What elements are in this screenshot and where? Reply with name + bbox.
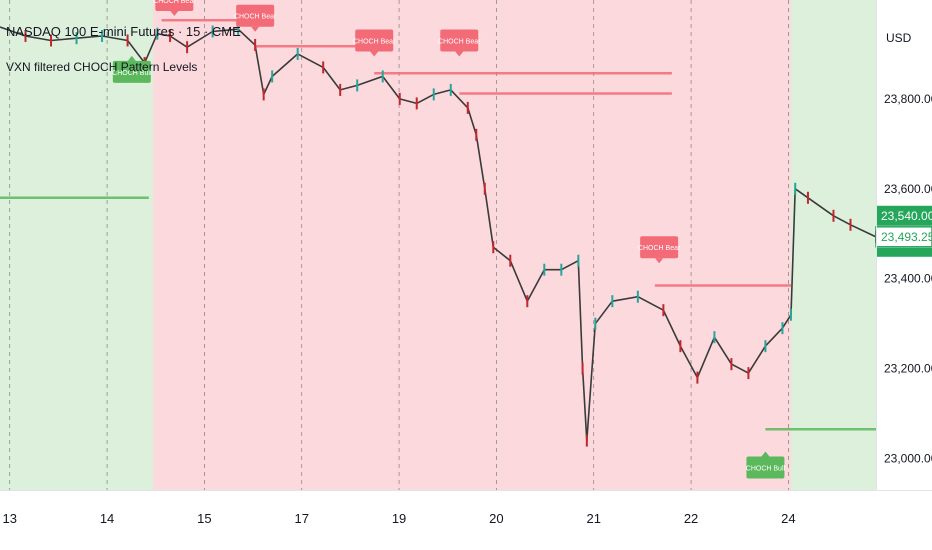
label-text: CHOCH Bull: [746, 466, 786, 473]
choch-bear-label: CHOCH Bear: [234, 4, 277, 32]
choch-bull-label: CHOCH Bull: [112, 55, 152, 83]
price-line: [0, 26, 877, 442]
x-tick-label: 17: [294, 511, 308, 526]
upper-price-box: [876, 205, 932, 226]
label-box: [236, 4, 275, 27]
x-tick-label: 21: [586, 511, 600, 526]
label-pointer: [127, 55, 136, 61]
label-text: CHOCH Bull: [112, 70, 152, 77]
label-text: CHOCH Bear: [153, 0, 196, 5]
last-price-label: 23,493.25: [881, 230, 932, 244]
x-tick-label: 13: [2, 511, 16, 526]
label-box: [155, 0, 194, 11]
y-tick-label: 23,800.00: [884, 92, 932, 106]
y-tick-label: 23,000.00: [884, 452, 932, 466]
label-text: CHOCH Bear: [638, 245, 681, 252]
x-tick-label: 14: [100, 511, 114, 526]
y-tick-label: 23,600.00: [884, 182, 932, 196]
label-box: [355, 29, 394, 52]
time-axis[interactable]: 13 14 15 17 19 20 21 22 24: [2, 511, 795, 526]
label-pointer: [655, 258, 664, 264]
choch-bear-label: CHOCH Bear: [153, 0, 196, 16]
label-box: [440, 29, 479, 52]
currency-label[interactable]: USD: [886, 31, 912, 45]
label-pointer: [251, 26, 260, 32]
x-tick-label: 20: [489, 511, 503, 526]
x-tick-label: 22: [684, 511, 698, 526]
price-axis[interactable]: 23,000.00 23,200.00 23,400.00 23,600.00 23,8…: [875, 92, 932, 466]
label-text: CHOCH Bear: [438, 38, 481, 45]
price-tail-box: [876, 247, 932, 257]
label-pointer: [170, 11, 179, 16]
x-tick-label: 15: [197, 511, 211, 526]
label-text: CHOCH Bear: [234, 14, 277, 21]
x-tick-label: 24: [781, 511, 795, 526]
price-series: [0, 23, 877, 447]
y-tick-label: 23,200.00: [884, 362, 932, 376]
bull-zone: [790, 0, 876, 490]
label-pointer: [455, 51, 464, 57]
vertical-grid: [9, 0, 789, 490]
label-box: [640, 236, 679, 259]
choch-levels: [0, 18, 876, 431]
label-box: [112, 60, 151, 83]
bear-zone: [153, 0, 791, 490]
upper-price-label: 23,540.00: [881, 209, 932, 223]
label-pointer: [370, 51, 379, 57]
choch-annotations: CHOCH Bear CHOCH Bear CHOCH Bear CHOCH Bear…: [112, 0, 786, 479]
choch-bear-label: CHOCH Bear: [638, 236, 681, 264]
y-tick-label: 23,400.00: [884, 272, 932, 286]
label-box: [746, 456, 785, 479]
label-pointer: [761, 451, 770, 457]
chart-title: NASDAQ 100 E-mini Futures · 15 · CME: [6, 24, 241, 39]
label-text: CHOCH Bear: [353, 38, 396, 45]
price-axis-separator: [876, 0, 877, 490]
time-axis-separator: [0, 490, 932, 491]
x-tick-label: 19: [392, 511, 406, 526]
choch-bear-label: CHOCH Bear: [438, 29, 481, 57]
choch-bear-label: CHOCH Bear: [353, 29, 396, 57]
indicator-title: VXN filtered CHOCH Pattern Levels: [6, 60, 198, 74]
choch-bull-label: CHOCH Bull: [746, 451, 786, 479]
